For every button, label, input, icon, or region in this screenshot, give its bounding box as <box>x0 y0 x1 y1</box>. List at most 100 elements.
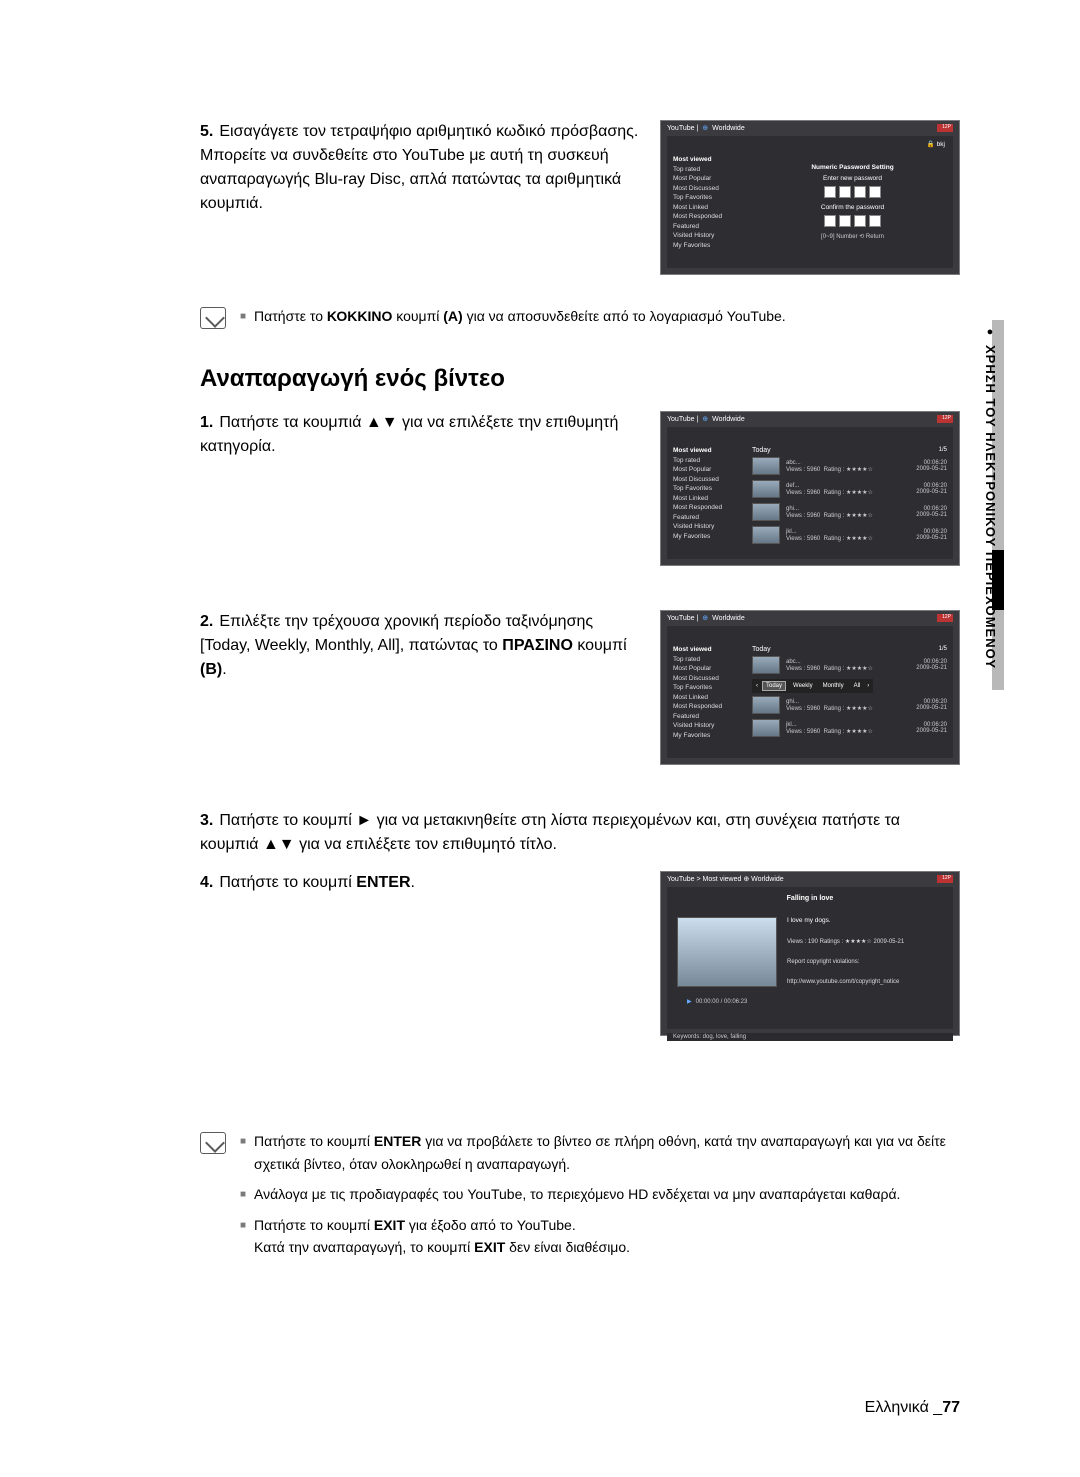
detail-meta: Views : 190 Ratings : ★★★★☆ 2009-05-21 <box>787 938 943 945</box>
cat: Most Popular <box>673 466 743 473</box>
cat: Most viewed <box>673 646 743 653</box>
pw-confirm: Confirm the password <box>762 204 943 211</box>
login-label: 🔒 bkj <box>927 140 945 148</box>
period-all: All <box>851 682 864 690</box>
video-title: ghi... <box>786 506 799 512</box>
screenshot-list: 12P YouTube |⊕Worldwide Most viewed Top … <box>660 411 960 566</box>
yt-header-post: Worldwide <box>712 615 745 622</box>
period-weekly: Weekly <box>790 682 816 690</box>
nf0-pre: Πατήστε το κουμπί <box>254 1133 374 1149</box>
step-1-text: Πατήστε τα κουμπιά ▲▼ για να επιλέξετε τ… <box>200 414 618 455</box>
video-row: jkl...Views : 5960 Rating : ★★★★☆00:06:2… <box>752 526 947 544</box>
footer-page: 77 <box>942 1399 960 1416</box>
play-time: 00:00:00 / 00:06:23 <box>696 999 748 1005</box>
step-4-bold: ENTER <box>356 874 410 891</box>
detail-thumb <box>677 917 777 987</box>
video-row: abc...Views : 5960 Rating : ★★★★☆00:06:2… <box>752 457 947 475</box>
step-2-after: . <box>222 661 226 678</box>
video-thumb <box>752 503 780 521</box>
pw-title: Numeric Password Setting <box>762 164 943 171</box>
cat: Top rated <box>673 457 743 464</box>
video-row: ghi...Views : 5960 Rating : ★★★★☆00:06:2… <box>752 503 947 521</box>
play-icon: ▶ <box>687 999 692 1005</box>
pw-digit <box>839 186 851 198</box>
video-thumb <box>752 696 780 714</box>
step-2-b1: ΠΡΑΣΙΝΟ <box>502 637 573 654</box>
yt-header-post: Worldwide <box>712 125 745 132</box>
note-icon <box>200 1132 226 1154</box>
step-5-line1: Εισαγάγετε τον τετραψήφιο αριθμητικό κωδ… <box>219 123 638 140</box>
note-item: ■ Πατήστε το κουμπί EXIT για έξοδο από τ… <box>240 1214 960 1259</box>
video-title: jkl... <box>786 529 797 535</box>
video-title: abc... <box>786 659 801 665</box>
pw-digit <box>854 186 866 198</box>
bullet-icon: ■ <box>240 1134 246 1175</box>
bullet-icon: ■ <box>240 1187 246 1205</box>
yt-header-pre: YouTube | <box>667 615 698 622</box>
step-4-num: 4. <box>200 871 213 895</box>
detail-desc: I love my dogs. <box>787 917 943 924</box>
step-5-line2: Μπορείτε να συνδεθείτε στο YouTube με αυ… <box>200 147 621 212</box>
cat: Visited History <box>673 722 743 729</box>
nf2-post: για έξοδο από το YouTube. <box>405 1217 576 1233</box>
nf2-l2post: δεν είναι διαθέσιμο. <box>505 1239 630 1255</box>
cat-featured: Featured <box>673 223 743 230</box>
detail-report: Report copyright violations: <box>787 959 943 965</box>
period-selector: ‹ Today Weekly Monthly All › <box>752 679 873 693</box>
video-views: Views : 5960 <box>786 490 820 496</box>
cat-most-discussed: Most Discussed <box>673 185 743 192</box>
cat: Most Responded <box>673 504 743 511</box>
today-label: Today <box>752 646 947 653</box>
pencil-icon <box>205 1133 225 1153</box>
step-1: 1.Πατήστε τα κουμπιά ▲▼ για να επιλέξετε… <box>200 411 960 566</box>
chevron-left-icon: ‹ <box>756 683 758 689</box>
yt-toolbar: 🅰 Log In 🅱 Change Mode <box>661 568 959 581</box>
step-4-before: Πατήστε το κουμπί <box>219 874 356 891</box>
color-box: 12P <box>937 875 953 883</box>
cat-most-viewed: Most viewed <box>673 156 743 163</box>
screenshot-detail: 12P YouTube > Most viewed ⊕ Worldwide Fa… <box>660 871 960 1036</box>
step-5: 5. Εισαγάγετε τον τετραψήφιο αριθμητικό κ… <box>200 120 960 275</box>
yt-main-period: Today 1/5 abc...Views : 5960 Rating : ★★… <box>752 646 947 752</box>
cat: Visited History <box>673 523 743 530</box>
pw-digit <box>824 186 836 198</box>
video-rating: Rating : ★★★★☆ <box>824 706 873 712</box>
note-final: ■ Πατήστε το κουμπί ENTER για να προβάλε… <box>200 1130 960 1266</box>
detail-breadcrumb: YouTube > Most viewed ⊕ Worldwide <box>667 875 953 883</box>
cat: My Favorites <box>673 533 743 540</box>
period-monthly: Monthly <box>820 682 847 690</box>
step-3-text: Πατήστε το κουμπί ► για να μετακινηθείτε… <box>200 812 900 853</box>
nf2-b: EXIT <box>374 1217 405 1233</box>
video-title: abc... <box>786 460 801 466</box>
yt-sidebar: Most viewed Top rated Most Popular Most … <box>673 447 743 542</box>
video-date: 2009-05-21 <box>916 489 947 495</box>
video-row: abc...Views : 5960 Rating : ★★★★☆00:06:2… <box>752 656 947 674</box>
pw-digit <box>824 215 836 227</box>
video-date: 2009-05-21 <box>916 705 947 711</box>
cat-top-rated: Top rated <box>673 166 743 173</box>
note1-post: για να αποσυνδεθείτε από το λογαριασμό Y… <box>463 308 786 324</box>
detail-toolbar: 🅰 Add to Favorites ⏭ Skip ◀ ⏸ ▶ Prev/Nex… <box>661 1049 959 1063</box>
detail-main: ▶ 00:00:00 / 00:06:23 I love my dogs. Vie… <box>677 917 943 1009</box>
globe-icon: ⊕ <box>702 415 708 423</box>
video-row: ghi...Views : 5960 Rating : ★★★★☆00:06:2… <box>752 696 947 714</box>
bullet-icon: ■ <box>240 1218 246 1259</box>
video-row: def...Views : 5960 Rating : ★★★★☆00:06:2… <box>752 480 947 498</box>
screenshot-period: 12P YouTube |⊕Worldwide Most viewed Top … <box>660 610 960 765</box>
cat: Most Popular <box>673 665 743 672</box>
video-views: Views : 5960 <box>786 536 820 542</box>
cat-most-popular: Most Popular <box>673 175 743 182</box>
cat: Most Linked <box>673 694 743 701</box>
step-3-num: 3. <box>200 809 213 833</box>
step-5-num: 5. <box>200 120 213 144</box>
step-4: 4.Πατήστε το κουμπί ENTER. 12P YouTube >… <box>200 871 960 1036</box>
today-label: Today <box>752 447 947 454</box>
step-2-b2: (B) <box>200 661 222 678</box>
side-tab: ΧΡΗΣΗ ΤΟΥ ΗΛΕΚΤΡΟΝΙΚΟΥ ΠΕΡΙΕΧΟΜΕΝΟΥ <box>981 320 1000 675</box>
video-rating: Rating : ★★★★☆ <box>824 513 873 519</box>
pw-digit <box>869 186 881 198</box>
step-2: 2.Επιλέξτε την τρέχουσα χρονική περίοδο … <box>200 610 960 765</box>
period-today: Today <box>762 681 786 691</box>
yt-header-pre: YouTube | <box>667 125 698 132</box>
footer-lang: Ελληνικά _ <box>865 1399 943 1416</box>
